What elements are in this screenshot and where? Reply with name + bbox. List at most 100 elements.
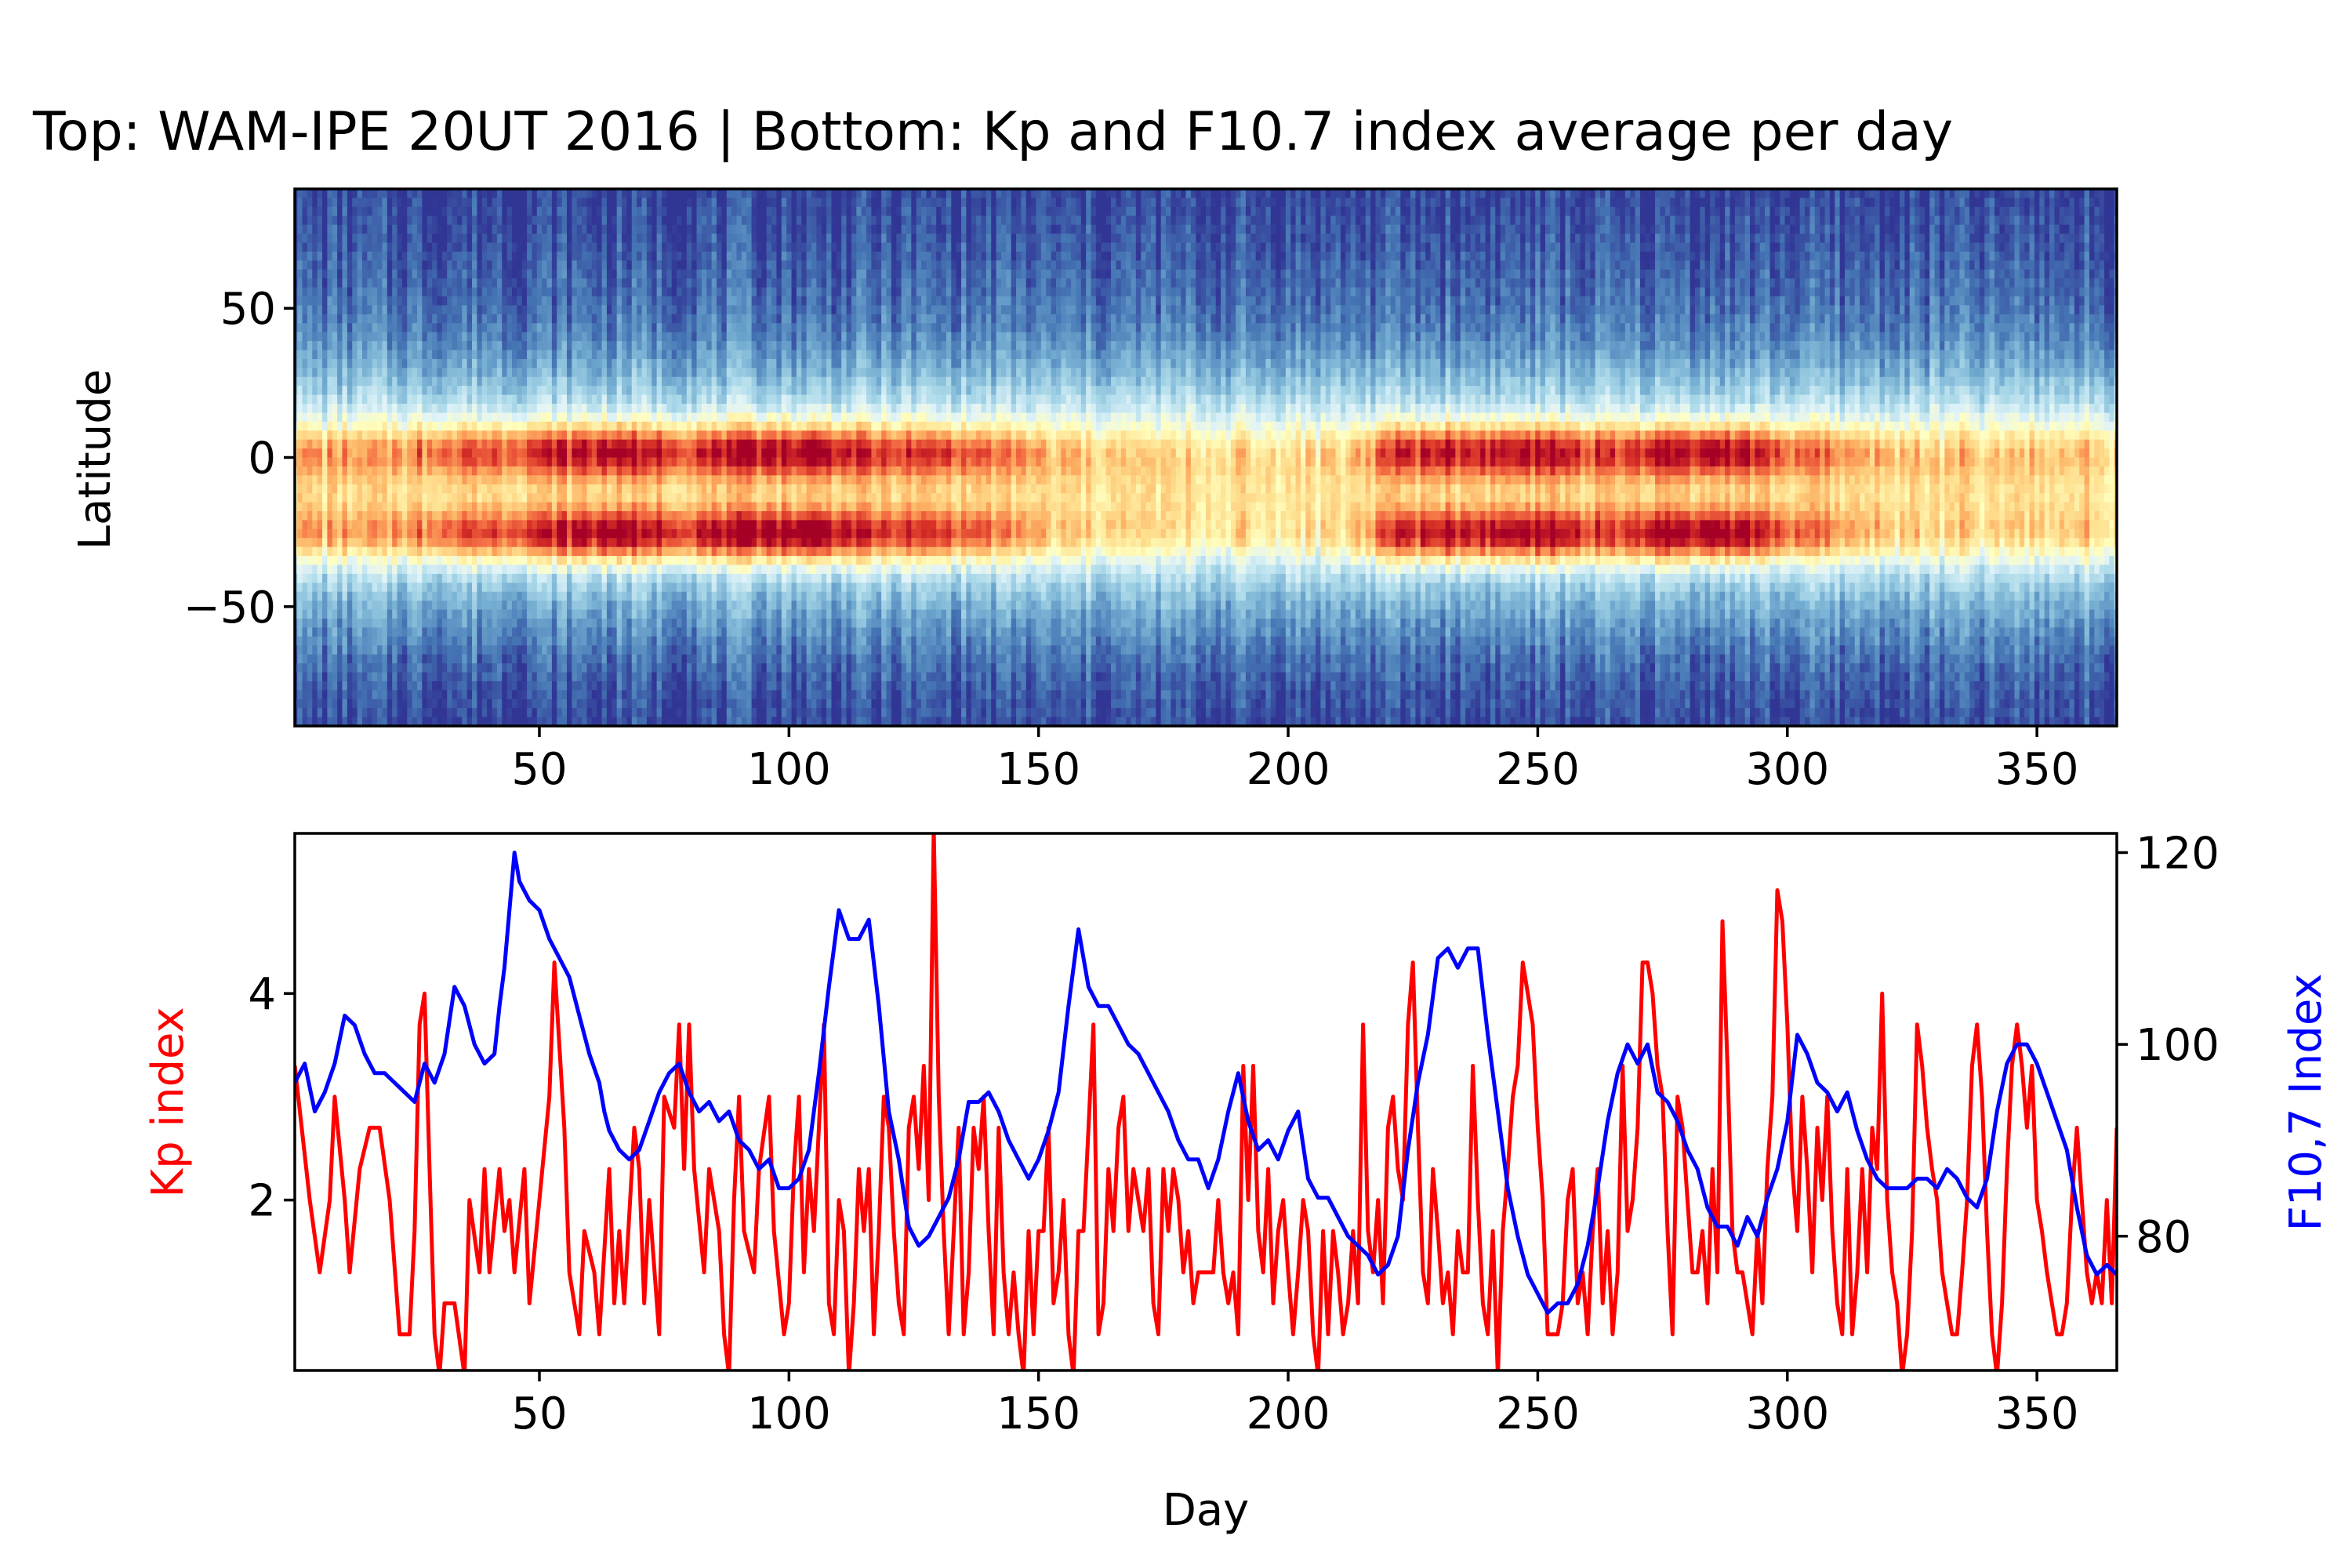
heatmap-cell: [342, 609, 348, 619]
heatmap-cell: [327, 376, 333, 387]
heatmap-cell: [387, 305, 394, 315]
heatmap-cell: [567, 717, 573, 726]
heatmap-cell: [447, 448, 453, 459]
heatmap-cell: [407, 654, 413, 664]
heatmap-cell: [652, 314, 658, 325]
heatmap-cell: [432, 260, 438, 270]
heatmap-cell: [696, 681, 702, 691]
heatmap-cell: [337, 528, 343, 539]
heatmap-cell: [462, 466, 468, 477]
heatmap-cell: [317, 699, 323, 710]
heatmap-cell: [646, 198, 653, 208]
heatmap-cell: [416, 672, 423, 682]
heatmap-cell: [536, 699, 543, 710]
heatmap-cell: [332, 645, 339, 655]
heatmap-cell: [312, 528, 318, 539]
heatmap-cell: [441, 296, 448, 307]
heatmap-cell: [671, 234, 677, 244]
heatmap-cell: [392, 287, 398, 297]
heatmap-cell: [652, 332, 658, 342]
heatmap-cell: [586, 341, 593, 351]
heatmap-cell: [347, 672, 354, 682]
heatmap-cell: [691, 528, 698, 539]
heatmap-cell: [441, 546, 448, 557]
heatmap-cell: [295, 251, 299, 262]
heatmap-cell: [591, 484, 598, 495]
heatmap-cell: [671, 206, 677, 217]
heatmap-cell: [387, 573, 394, 584]
heatmap-cell: [532, 475, 538, 485]
heatmap-cell: [412, 412, 418, 423]
heatmap-cell: [462, 323, 468, 333]
heatmap-cell: [656, 323, 662, 333]
heatmap-cell: [426, 350, 433, 360]
heatmap-cell: [677, 690, 683, 700]
heatmap-cell: [612, 269, 618, 280]
heatmap-cell: [392, 511, 398, 521]
heatmap-cell: [352, 206, 358, 217]
heatmap-cell: [487, 717, 493, 726]
heatmap-cell: [506, 358, 513, 369]
heatmap-cell: [677, 323, 683, 333]
heatmap-cell: [462, 690, 468, 700]
heatmap-cell: [422, 314, 428, 325]
heatmap-cell: [606, 287, 613, 297]
heatmap-cell: [576, 690, 583, 700]
heatmap-cell: [307, 251, 314, 262]
heatmap-cell: [392, 404, 398, 414]
heatmap-cell: [447, 708, 453, 718]
heatmap-cell: [347, 493, 354, 503]
heatmap-cell: [367, 341, 373, 351]
heatmap-cell: [521, 520, 528, 530]
heatmap-cell: [342, 672, 348, 682]
heatmap-cell: [312, 564, 318, 575]
heatmap-cell: [372, 681, 378, 691]
heatmap-cell: [622, 430, 628, 441]
heatmap-cell: [671, 296, 677, 307]
heatmap-cell: [576, 341, 583, 351]
heatmap-cell: [656, 206, 662, 217]
heatmap-cell: [357, 189, 363, 199]
heatmap-cell: [307, 305, 314, 315]
heatmap-cell: [586, 645, 593, 655]
heatmap-cell: [637, 609, 643, 619]
heatmap-cell: [517, 404, 523, 414]
heatmap-cell: [561, 663, 568, 673]
heatmap-cell: [631, 654, 638, 664]
heatmap-cell: [416, 528, 423, 539]
heatmap-cell: [477, 314, 483, 325]
heatmap-cell: [441, 601, 448, 611]
heatmap-cell: [437, 224, 443, 234]
heatmap-cell: [686, 234, 693, 244]
heatmap-cell: [612, 511, 618, 521]
heatmap-cell: [472, 556, 478, 566]
heatmap-cell: [352, 260, 358, 270]
heatmap-cell: [591, 690, 598, 700]
heatmap-cell: [342, 493, 348, 503]
heatmap-cell: [557, 216, 563, 226]
heatmap-cell: [317, 189, 323, 199]
heatmap-cell: [295, 627, 299, 637]
heatmap-cell: [586, 556, 593, 566]
heatmap-cell: [572, 224, 578, 234]
heatmap-cell: [527, 412, 533, 423]
heatmap-cell: [576, 296, 583, 307]
heatmap-cell: [652, 404, 658, 414]
heatmap-cell: [586, 323, 593, 333]
heatmap-cell: [542, 546, 548, 557]
heatmap-cell: [677, 556, 683, 566]
heatmap-cell: [686, 546, 693, 557]
heatmap-cell: [701, 672, 708, 682]
heatmap-cell: [412, 645, 418, 655]
heatmap-cell: [452, 269, 458, 280]
heatmap-cell: [352, 502, 358, 512]
heatmap-cell: [447, 430, 453, 441]
heatmap-cell: [506, 314, 513, 325]
heatmap-cell: [506, 278, 513, 289]
heatmap-cell: [646, 475, 653, 485]
heatmap-cell: [637, 198, 643, 208]
heatmap-cell: [506, 224, 513, 234]
heatmap-cell: [601, 394, 608, 405]
heatmap-cell: [601, 591, 608, 602]
heatmap-cell: [666, 636, 673, 647]
